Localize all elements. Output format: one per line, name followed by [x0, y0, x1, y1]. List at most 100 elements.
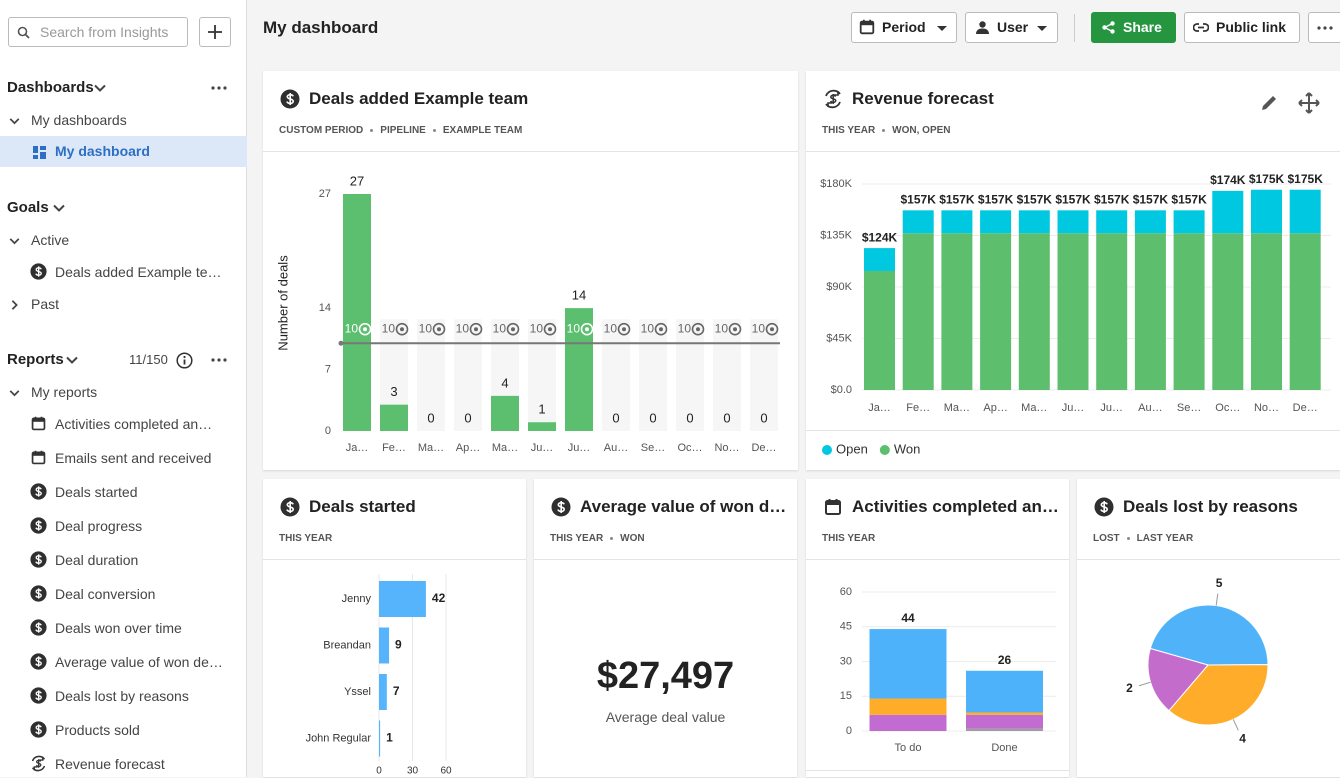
bar [491, 395, 519, 431]
value-label: 7 [393, 684, 400, 698]
bar-segment [864, 270, 895, 390]
report-icon [30, 687, 47, 704]
column-background [639, 319, 667, 431]
total-label: $157K [1171, 192, 1207, 206]
column-background [454, 319, 482, 431]
goal-label: 10 [456, 321, 470, 335]
nav-group[interactable]: Active [0, 226, 247, 254]
nav-item[interactable]: Deal duration [0, 546, 247, 574]
x-tick-label: Se… [641, 442, 665, 454]
section-header[interactable]: Reports 11/150 [0, 346, 247, 374]
value-label: 0 [464, 410, 471, 425]
more-button[interactable] [1308, 12, 1340, 43]
widget-title: Deals added Example team [309, 89, 529, 108]
x-tick-label: Ap… [983, 402, 1007, 414]
nav-item[interactable]: Deals added Example te… [0, 258, 247, 286]
public-link-button[interactable]: Public link [1184, 12, 1300, 43]
y-tick-label: 14 [319, 302, 331, 314]
nav-label: Revenue forecast [55, 756, 165, 772]
divider [806, 151, 1340, 152]
nav-item[interactable]: Deals lost by reasons [0, 682, 247, 710]
report-count: 11/150 [129, 352, 168, 367]
nav-item[interactable]: Deals started [0, 478, 247, 506]
value-label: 1 [538, 402, 545, 417]
pie-slice [1168, 664, 1269, 726]
report-icon [30, 721, 47, 738]
section-header[interactable]: Dashboards [0, 74, 247, 102]
nav-item[interactable]: Revenue forecast [0, 750, 247, 778]
value-label: 9 [395, 638, 402, 652]
value-label: 14 [572, 288, 586, 303]
share-button[interactable]: Share [1091, 12, 1176, 43]
goal-icon [733, 327, 737, 332]
bar [379, 581, 426, 617]
x-tick-label: Fe… [382, 442, 406, 454]
section-header[interactable]: Goals [0, 194, 247, 222]
bar-segment [980, 233, 1012, 390]
nav-group[interactable]: My dashboards [0, 106, 247, 134]
nav-item[interactable]: Deals won over time [0, 614, 247, 642]
total-label: $157K [1094, 192, 1130, 206]
report-icon [30, 755, 47, 772]
y-tick-label: 60 [840, 586, 852, 598]
bar-segment [1251, 189, 1282, 234]
total-label: $124K [862, 230, 898, 244]
total-label: $157K [901, 192, 937, 206]
total-label: $157K [1017, 192, 1053, 206]
divider [806, 559, 1069, 560]
total-label: 26 [998, 653, 1012, 667]
report-icon [30, 551, 47, 568]
y-tick-label: Yssel [344, 686, 371, 698]
subtitle-part: THIS YEAR [279, 533, 333, 544]
x-tick-label: Done [991, 742, 1017, 754]
user-button[interactable]: User [965, 12, 1058, 43]
widget-chart: 0 15 30 45 60 44 To do 26 Done [840, 586, 1056, 754]
subtitle-part: WON, OPEN [892, 125, 951, 136]
bar-segment [902, 233, 934, 390]
report-icon [30, 415, 47, 432]
nav-item[interactable]: Products sold [0, 716, 247, 744]
nav-item[interactable]: Deal conversion [0, 580, 247, 608]
calendar-icon [858, 18, 876, 36]
total-label: $175K [1249, 172, 1285, 186]
value-label: 0 [686, 410, 693, 425]
add-button[interactable] [199, 17, 231, 47]
edit-icon[interactable] [1259, 93, 1279, 113]
bar-segment [941, 233, 973, 390]
section-title: Reports [7, 351, 64, 368]
x-tick-label: 60 [440, 766, 452, 777]
goal-icon [765, 322, 779, 336]
period-button[interactable]: Period [851, 12, 957, 43]
goal-icon [696, 327, 700, 332]
info-icon[interactable] [176, 352, 193, 369]
goal-icon [437, 327, 441, 332]
x-tick-label: 0 [376, 766, 382, 777]
bar [528, 422, 556, 431]
x-tick-label: Ma… [492, 442, 518, 454]
bar-segment [980, 210, 1012, 234]
goal-icon [728, 322, 742, 336]
nav-group[interactable]: Past [0, 290, 247, 318]
nav-item[interactable]: Deal progress [0, 512, 247, 540]
nav-label: Deal conversion [55, 586, 156, 602]
bar-segment [1096, 233, 1128, 390]
x-tick-label: Ju… [568, 442, 591, 454]
x-tick-label: Ju… [531, 442, 554, 454]
y-tick-label: $0.0 [831, 384, 852, 396]
slice-label: 2 [1126, 681, 1133, 695]
nav-item-selected[interactable]: My dashboard [0, 136, 247, 167]
nav-item[interactable]: Emails sent and received [0, 444, 247, 472]
divider [534, 559, 797, 560]
goal-label: 10 [530, 321, 544, 335]
column-background [602, 319, 630, 431]
move-icon[interactable] [1298, 92, 1320, 114]
nav-item[interactable]: Activities completed an… [0, 410, 247, 438]
x-tick-label: Oc… [677, 442, 702, 454]
nav-group[interactable]: My reports [0, 378, 247, 406]
link-icon [1193, 23, 1209, 32]
total-label: $157K [1133, 192, 1169, 206]
widget-subtitle: THIS YEAR WON, OPEN [822, 124, 951, 138]
bar-segment [966, 670, 1043, 713]
search-box[interactable]: Search from Insights [8, 17, 188, 47]
nav-item[interactable]: Average value of won de… [0, 648, 247, 676]
